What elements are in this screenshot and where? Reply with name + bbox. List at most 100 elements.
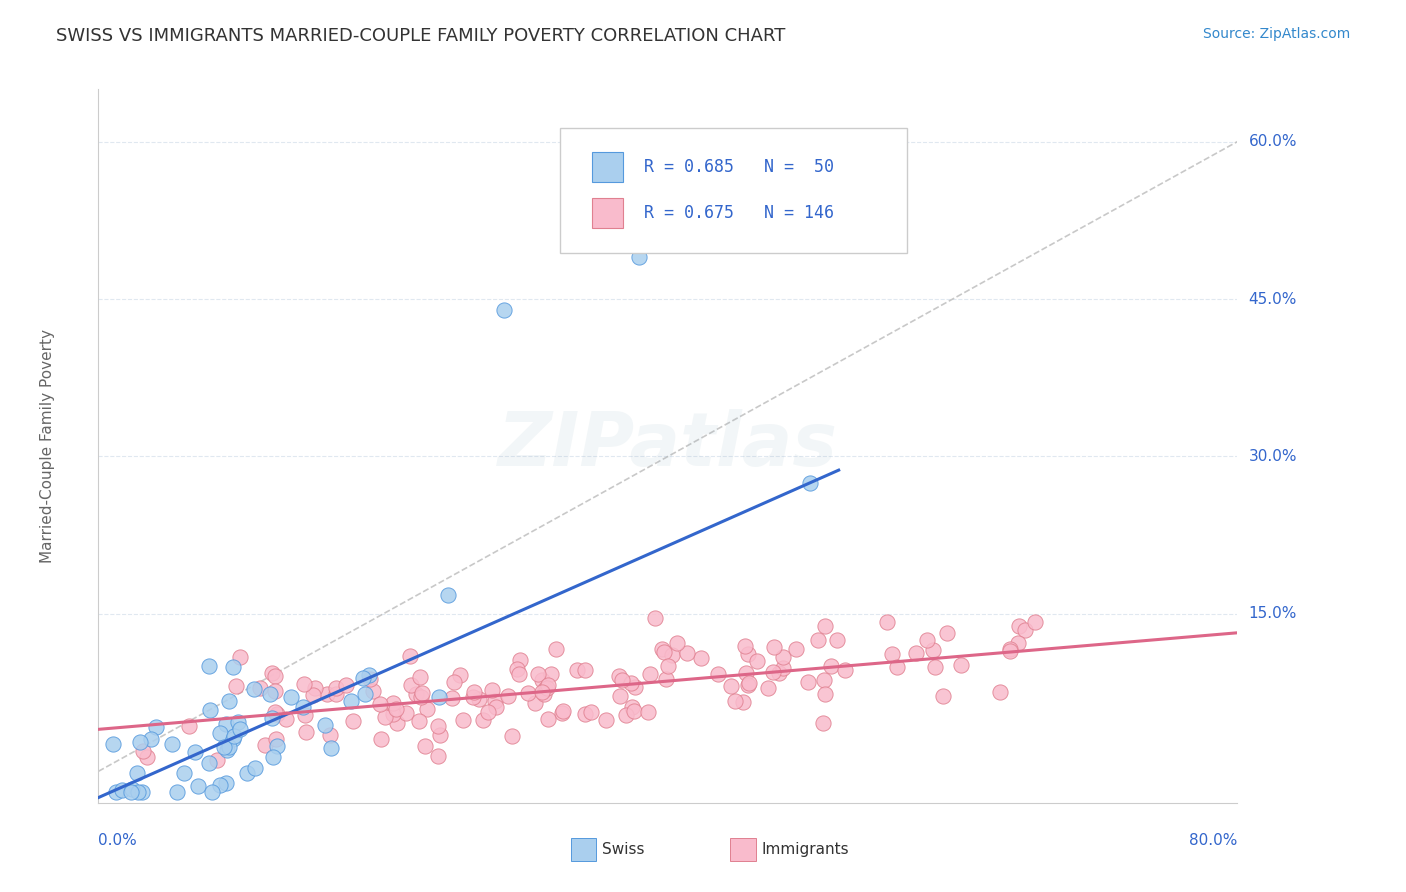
Point (222, 731, 245, 746)
Point (443, 675, 465, 690)
Point (533, 687, 555, 701)
Point (304, 681, 326, 695)
Point (607, 669, 630, 683)
Text: 45.0%: 45.0% (1249, 292, 1296, 307)
Point (481, 683, 503, 698)
Point (651, 642, 673, 657)
Point (173, 766, 195, 780)
Text: R = 0.675   N = 146: R = 0.675 N = 146 (644, 204, 834, 222)
Point (145, 720, 167, 734)
Point (264, 731, 287, 746)
Point (785, 642, 807, 657)
Point (243, 682, 266, 697)
Point (236, 766, 259, 780)
Text: 15.0%: 15.0% (1249, 607, 1296, 622)
Point (595, 713, 617, 727)
Point (609, 689, 631, 703)
Point (266, 739, 288, 753)
Point (463, 685, 485, 699)
Point (509, 653, 531, 667)
Point (440, 690, 463, 705)
Point (266, 707, 288, 722)
Point (620, 676, 643, 690)
Point (381, 706, 404, 721)
Point (139, 732, 162, 747)
Point (614, 707, 637, 722)
Point (756, 681, 779, 695)
Point (950, 657, 973, 672)
Point (325, 681, 347, 695)
Point (413, 739, 436, 753)
Point (484, 694, 506, 708)
Point (224, 729, 246, 743)
Point (527, 666, 550, 681)
Point (405, 687, 427, 701)
Point (335, 678, 357, 692)
Point (111, 782, 134, 797)
Point (567, 664, 589, 678)
Point (813, 687, 835, 701)
Text: 80.0%: 80.0% (1189, 833, 1237, 848)
Point (620, 699, 643, 714)
Point (772, 661, 794, 675)
Point (160, 737, 183, 751)
Point (820, 658, 842, 673)
Point (214, 776, 236, 790)
Point (733, 695, 755, 709)
Point (472, 713, 495, 727)
Point (657, 659, 679, 673)
Point (922, 642, 945, 657)
Point (382, 696, 405, 710)
Point (294, 708, 316, 723)
Point (319, 740, 342, 755)
Point (827, 632, 849, 647)
Point (101, 737, 124, 751)
Bar (731, 838, 755, 862)
Point (127, 766, 149, 780)
Point (724, 693, 747, 707)
Point (295, 725, 318, 739)
Point (395, 706, 418, 720)
Point (357, 668, 380, 682)
Point (655, 672, 678, 686)
Point (501, 729, 523, 743)
Point (129, 735, 152, 749)
Point (342, 714, 364, 728)
Point (215, 717, 238, 731)
Text: Immigrants: Immigrants (761, 842, 849, 857)
Point (131, 744, 153, 758)
Point (720, 679, 742, 693)
Point (451, 713, 474, 727)
Point (399, 649, 422, 664)
Point (747, 654, 769, 668)
Point (221, 660, 243, 674)
Text: ZIPatlas: ZIPatlas (498, 409, 838, 483)
Point (280, 690, 302, 704)
Point (506, 662, 529, 676)
Point (537, 712, 560, 726)
Point (426, 748, 449, 763)
Point (530, 685, 553, 699)
Point (737, 647, 759, 661)
Point (517, 686, 540, 700)
Point (370, 731, 392, 746)
Point (205, 753, 228, 767)
Point (226, 714, 249, 729)
Point (253, 738, 276, 752)
Point (762, 640, 785, 654)
Point (936, 626, 959, 640)
Point (319, 728, 342, 742)
Text: Married-Couple Family Poverty: Married-Couple Family Poverty (39, 329, 55, 563)
Point (496, 689, 519, 703)
Point (665, 636, 688, 650)
Point (208, 725, 231, 739)
Point (201, 785, 224, 799)
Point (127, 785, 149, 799)
Point (416, 702, 439, 716)
Point (924, 660, 946, 674)
Point (409, 670, 432, 684)
Point (463, 690, 485, 705)
Point (734, 639, 756, 653)
Point (408, 714, 430, 729)
Point (340, 694, 363, 708)
